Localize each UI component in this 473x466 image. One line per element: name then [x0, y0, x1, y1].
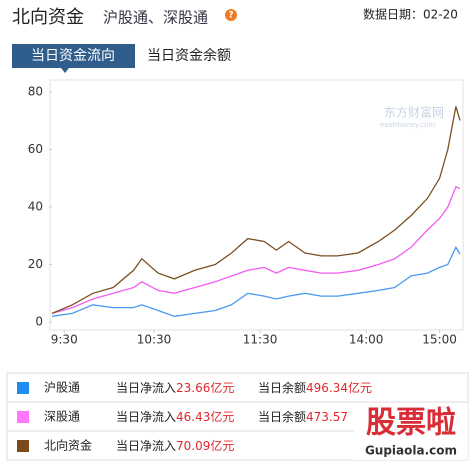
net-inflow: 当日净流入23.66亿元	[116, 380, 234, 395]
legend-label: 沪股通	[44, 381, 80, 395]
tab-label[interactable]: 当日资金余额	[147, 47, 231, 64]
inflow-value: 23.66	[176, 381, 210, 395]
inflow-unit: 亿元	[210, 380, 234, 395]
series-line	[51, 106, 461, 314]
data-date: 数据日期：02-20	[363, 7, 458, 22]
watermark-backdrop	[354, 404, 468, 460]
plot-frame	[49, 79, 464, 331]
help-icon-glyph: ?	[228, 11, 233, 21]
active-tab[interactable]	[12, 44, 135, 68]
y-tick-label: 20	[28, 257, 43, 271]
inflow-unit: 亿元	[210, 409, 234, 424]
x-tick-label: 11:30	[243, 333, 278, 347]
tab-pointer	[61, 68, 69, 73]
inflow-label: 当日净流入	[116, 381, 176, 395]
balance: 当日余额496.34亿元	[258, 380, 372, 395]
inflow-label: 当日净流入	[116, 410, 176, 424]
balance-value: 473.57	[306, 410, 348, 424]
subtitle: 沪股通、深股通	[103, 9, 208, 27]
help-icon[interactable]	[225, 9, 237, 21]
legend-swatch	[17, 382, 29, 394]
legend-label: 深股通	[44, 410, 80, 424]
y-tick-label: 40	[28, 200, 43, 214]
watermark: 股票啦	[366, 406, 456, 441]
series-line	[51, 186, 461, 315]
page-title: 北向资金	[12, 7, 84, 28]
legend-swatch	[17, 440, 29, 452]
net-inflow: 当日净流入46.43亿元	[116, 409, 234, 424]
watermark: 东方财富网	[384, 105, 444, 120]
balance-label: 当日余额	[258, 380, 306, 395]
tab-label[interactable]: 当日资金流向	[31, 48, 115, 64]
inflow-label: 当日净流入	[116, 439, 176, 453]
inflow-value: 46.43	[176, 410, 210, 424]
balance-unit: 亿元	[348, 380, 372, 395]
net-inflow: 当日净流入70.09亿元	[116, 438, 234, 453]
watermark: Gupiaola.com	[365, 444, 457, 458]
balance-label: 当日余额	[258, 409, 306, 424]
legend-label: 北向资金	[44, 438, 92, 453]
x-tick-label: 9:30	[51, 333, 78, 347]
y-tick-label: 60	[28, 142, 43, 156]
x-tick-label: 14:00	[349, 333, 384, 347]
y-tick-label: 0	[35, 315, 43, 329]
y-tick-label: 80	[28, 85, 43, 99]
x-tick-label: 15:00	[422, 333, 457, 347]
inflow-unit: 亿元	[210, 438, 234, 453]
balance-value: 496.34	[306, 381, 348, 395]
watermark: eastmoney.com	[380, 121, 435, 129]
balance: 当日余额473.57	[258, 409, 348, 424]
series-line	[51, 245, 461, 317]
inflow-value: 70.09	[176, 439, 210, 453]
legend-swatch	[17, 411, 29, 423]
x-tick-label: 10:30	[137, 333, 172, 347]
